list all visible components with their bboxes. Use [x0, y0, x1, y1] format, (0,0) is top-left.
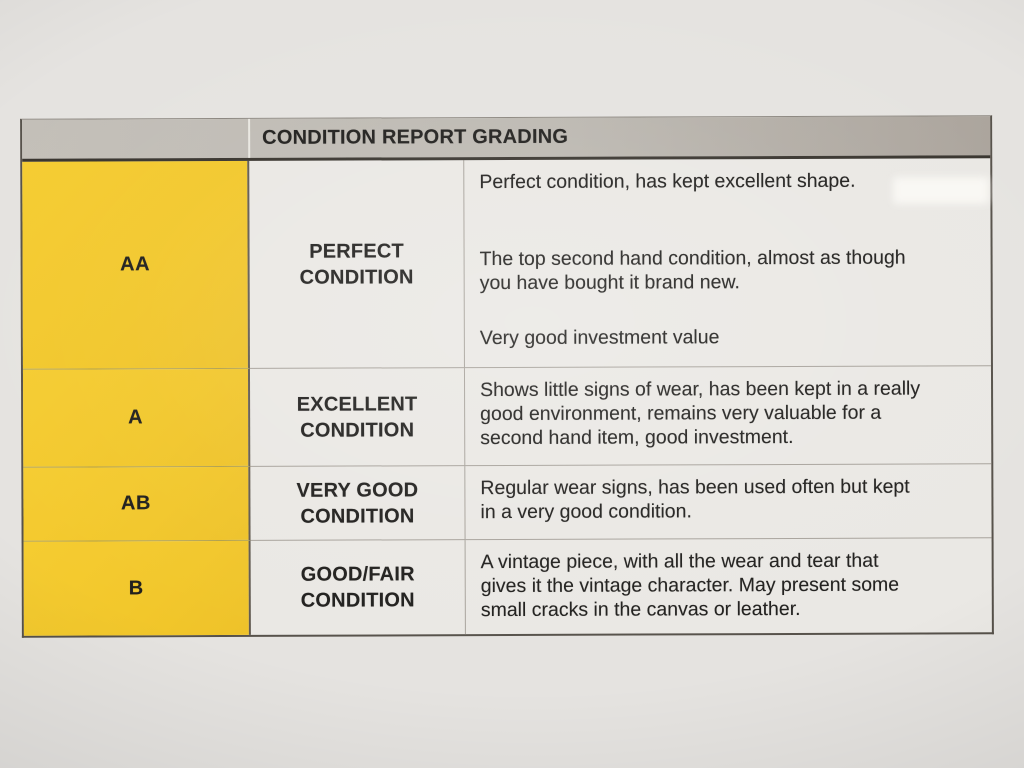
condition-cell-b: GOOD/FAIR CONDITION — [250, 540, 466, 635]
description-line: good environment, remains very valuable … — [480, 401, 882, 426]
condition-cell-ab: VERY GOOD CONDITION — [250, 466, 466, 541]
photo-whiteout-artifact — [893, 177, 989, 204]
description-line: small cracks in the canvas or leather. — [480, 597, 801, 622]
table-header: CONDITION REPORT GRADING — [22, 116, 991, 162]
description-paragraph: The top second hand condition, almost as… — [480, 245, 979, 295]
condition-name-line: VERY GOOD — [296, 478, 419, 502]
description-cell-ab: Regular wear signs, has been used often … — [465, 464, 992, 541]
description-line: The top second hand condition, almost as… — [479, 246, 906, 271]
condition-cell-a: EXCELLENT CONDITION — [249, 368, 466, 467]
condition-cell-aa: PERFECT CONDITION — [249, 160, 465, 369]
description-line: Very good investment value — [479, 326, 720, 350]
grade-cell-a: A — [22, 368, 251, 468]
description-line: A vintage piece, with all the wear and t… — [480, 549, 879, 574]
condition-name-line: GOOD/FAIR — [300, 563, 415, 586]
description-line: Shows little signs of wear, has been kep… — [480, 377, 921, 402]
condition-grading-table: CONDITION REPORT GRADING AA PERFECT COND… — [20, 115, 994, 638]
grade-label: A — [128, 406, 144, 429]
description-line: second hand item, good investment. — [480, 426, 794, 450]
description-line: in a very good condition. — [480, 500, 692, 524]
header-column-divider — [248, 118, 251, 158]
description-line: you have bought it brand new. — [479, 271, 740, 295]
grade-cell-aa: AA — [22, 160, 250, 370]
condition-name-line: CONDITION — [300, 589, 415, 612]
grade-label: AB — [120, 492, 151, 515]
condition-name-line: CONDITION — [299, 265, 414, 289]
grade-label: AA — [120, 253, 151, 276]
condition-name-line: CONDITION — [300, 504, 415, 528]
condition-name-line: PERFECT — [309, 239, 404, 263]
description-line: gives it the vintage character. May pres… — [480, 573, 900, 598]
grade-cell-ab: AB — [23, 466, 251, 542]
grade-label: B — [128, 576, 144, 599]
description-paragraph: Regular wear signs, has been used often … — [480, 474, 979, 524]
description-paragraph: Shows little signs of wear, has been kep… — [480, 376, 979, 450]
condition-name-line: EXCELLENT — [296, 392, 418, 416]
grade-cell-b: B — [23, 540, 251, 636]
description-cell-b: A vintage piece, with all the wear and t… — [466, 538, 992, 634]
condition-name-line: CONDITION — [300, 418, 415, 442]
description-line: Regular wear signs, has been used often … — [480, 475, 910, 500]
description-cell-a: Shows little signs of wear, has been kep… — [464, 366, 992, 467]
table-title: CONDITION REPORT GRADING — [262, 125, 569, 149]
description-paragraph: A vintage piece, with all the wear and t… — [481, 548, 980, 622]
description-paragraph: Very good investment value — [480, 324, 979, 350]
